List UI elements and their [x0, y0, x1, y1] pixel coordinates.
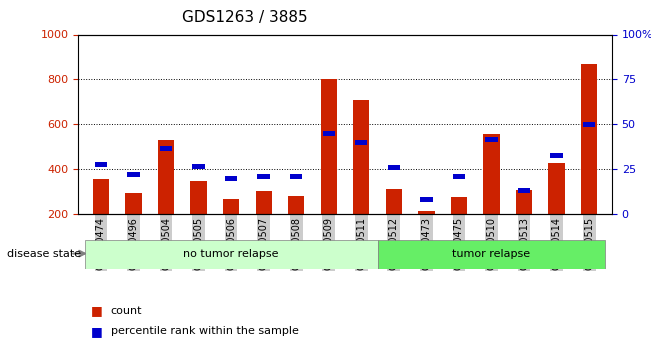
- Bar: [583, 122, 596, 127]
- Bar: [353, 99, 369, 214]
- Bar: [125, 193, 141, 214]
- Bar: [159, 146, 172, 151]
- Bar: [453, 174, 465, 179]
- Text: no tumor relapse: no tumor relapse: [184, 249, 279, 259]
- Bar: [581, 64, 597, 214]
- Bar: [190, 181, 206, 214]
- Text: tumor relapse: tumor relapse: [452, 249, 531, 259]
- Bar: [550, 153, 562, 158]
- Bar: [85, 240, 378, 269]
- Bar: [193, 164, 204, 169]
- Bar: [548, 164, 564, 214]
- Bar: [255, 191, 271, 214]
- Text: disease state: disease state: [7, 249, 81, 258]
- Text: ■: ■: [91, 325, 103, 338]
- Bar: [418, 210, 434, 214]
- Bar: [378, 240, 605, 269]
- Bar: [323, 131, 335, 136]
- Bar: [421, 197, 432, 202]
- Text: ■: ■: [91, 304, 103, 317]
- Bar: [485, 137, 498, 142]
- Text: count: count: [111, 306, 142, 315]
- Bar: [483, 134, 499, 214]
- Bar: [158, 140, 174, 214]
- Bar: [290, 174, 302, 179]
- Bar: [288, 196, 304, 214]
- Bar: [127, 172, 139, 177]
- Bar: [223, 199, 240, 214]
- Bar: [450, 197, 467, 214]
- Bar: [385, 189, 402, 214]
- Bar: [516, 190, 533, 214]
- Bar: [518, 188, 530, 193]
- Bar: [355, 140, 367, 145]
- Bar: [257, 174, 270, 179]
- Bar: [320, 79, 337, 214]
- Bar: [92, 179, 109, 214]
- Bar: [225, 176, 237, 181]
- Bar: [387, 165, 400, 170]
- Text: percentile rank within the sample: percentile rank within the sample: [111, 326, 299, 336]
- Bar: [95, 162, 107, 167]
- Text: GDS1263 / 3885: GDS1263 / 3885: [182, 10, 308, 25]
